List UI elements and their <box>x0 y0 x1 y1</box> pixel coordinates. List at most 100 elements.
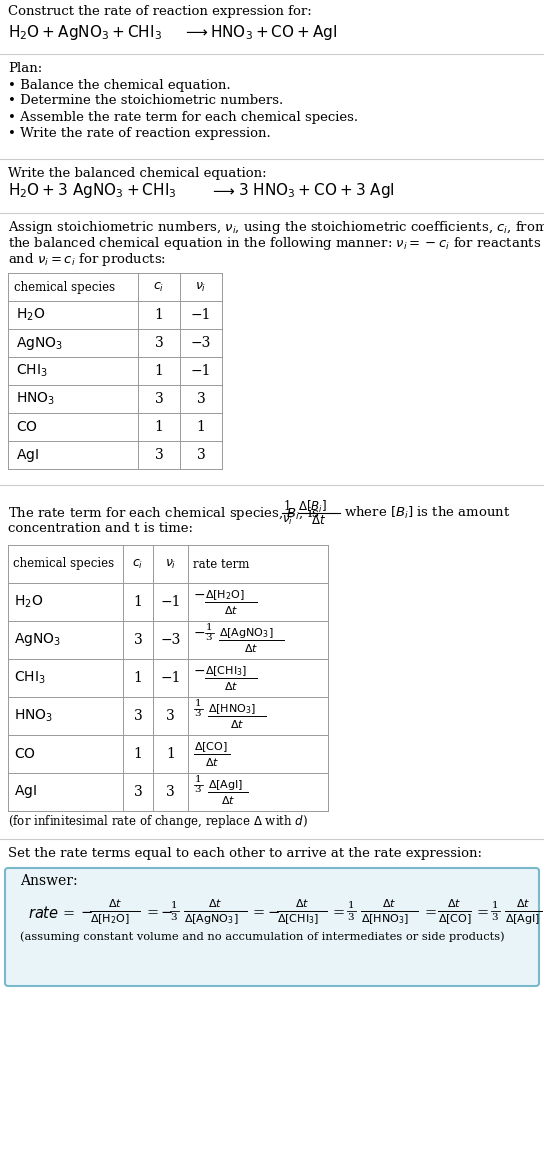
Text: $\mathit{rate}$ =: $\mathit{rate}$ = <box>28 905 77 921</box>
Text: (assuming constant volume and no accumulation of intermediates or side products): (assuming constant volume and no accumul… <box>20 931 505 942</box>
Text: $\mathrm{CO}$: $\mathrm{CO}$ <box>16 420 38 434</box>
Text: $\mathrm{AgI}$: $\mathrm{AgI}$ <box>14 783 37 800</box>
Text: chemical species: chemical species <box>13 558 114 571</box>
Text: $\Delta t$: $\Delta t$ <box>108 897 122 909</box>
Text: −: − <box>194 588 206 602</box>
Text: 1: 1 <box>134 670 143 686</box>
Text: 3: 3 <box>154 448 163 462</box>
Text: chemical species: chemical species <box>14 281 115 293</box>
Text: 3: 3 <box>348 913 354 921</box>
Text: 1: 1 <box>134 595 143 609</box>
Text: 1: 1 <box>196 420 206 434</box>
Text: 3: 3 <box>166 785 175 799</box>
Text: $\Delta t$: $\Delta t$ <box>447 897 462 909</box>
Text: 1: 1 <box>206 624 212 632</box>
Text: • Assemble the rate term for each chemical species.: • Assemble the rate term for each chemic… <box>8 110 358 123</box>
Text: and $\nu_i = c_i$ for products:: and $\nu_i = c_i$ for products: <box>8 251 166 268</box>
Text: • Balance the chemical equation.: • Balance the chemical equation. <box>8 79 231 92</box>
Text: Write the balanced chemical equation:: Write the balanced chemical equation: <box>8 167 267 180</box>
Text: 1: 1 <box>492 900 498 909</box>
Text: $\longrightarrow$: $\longrightarrow$ <box>210 183 236 198</box>
Text: concentration and t is time:: concentration and t is time: <box>8 522 193 536</box>
Text: −1: −1 <box>191 309 211 322</box>
Text: $\mathregular{H_2O + AgNO_3 + CHI_3}$: $\mathregular{H_2O + AgNO_3 + CHI_3}$ <box>8 22 162 42</box>
Text: the balanced chemical equation in the following manner: $\nu_i = -c_i$ for react: the balanced chemical equation in the fo… <box>8 234 541 252</box>
Text: =: = <box>146 906 158 920</box>
Text: $\Delta t$: $\Delta t$ <box>244 641 258 654</box>
Text: $\longrightarrow$: $\longrightarrow$ <box>183 24 209 39</box>
Text: 3: 3 <box>196 448 206 462</box>
Text: −: − <box>80 906 92 920</box>
Text: $\nu_i$: $\nu_i$ <box>282 514 293 527</box>
Text: $\mathrm{AgI}$: $\mathrm{AgI}$ <box>16 447 39 464</box>
Text: $\Delta t$: $\Delta t$ <box>516 897 530 909</box>
Text: $\Delta[\mathrm{AgI}]$: $\Delta[\mathrm{AgI}]$ <box>505 912 540 926</box>
Text: 3: 3 <box>154 392 163 406</box>
Text: 1: 1 <box>154 420 163 434</box>
Text: $\Delta t$: $\Delta t$ <box>208 897 222 909</box>
Text: $\nu_i$: $\nu_i$ <box>165 558 176 571</box>
Text: 3: 3 <box>166 709 175 723</box>
Text: 1: 1 <box>154 309 163 322</box>
Text: 3: 3 <box>195 710 201 718</box>
Text: $\mathrm{CHI_3}$: $\mathrm{CHI_3}$ <box>14 669 46 687</box>
Text: The rate term for each chemical species, $B_i$, is: The rate term for each chemical species,… <box>8 505 320 522</box>
Text: 1: 1 <box>195 699 201 709</box>
Text: 3: 3 <box>134 709 143 723</box>
Text: 1: 1 <box>283 500 290 514</box>
Text: $\mathrm{AgNO_3}$: $\mathrm{AgNO_3}$ <box>14 631 61 648</box>
Text: −1: −1 <box>191 364 211 378</box>
Text: $c_i$: $c_i$ <box>132 558 144 571</box>
Text: =: = <box>253 906 265 920</box>
Text: $\Delta t$: $\Delta t$ <box>205 756 219 768</box>
Text: =: = <box>424 906 436 920</box>
Text: 1: 1 <box>154 364 163 378</box>
Text: $\Delta t$: $\Delta t$ <box>382 897 397 909</box>
Text: $\mathrm{HNO_3}$: $\mathrm{HNO_3}$ <box>16 391 55 407</box>
FancyBboxPatch shape <box>5 868 539 986</box>
Text: 3: 3 <box>134 633 143 647</box>
Text: $\Delta[\mathrm{CHI_3}]$: $\Delta[\mathrm{CHI_3}]$ <box>205 664 247 677</box>
Text: $\mathregular{3\ HNO_3 + CO + 3\ AgI}$: $\mathregular{3\ HNO_3 + CO + 3\ AgI}$ <box>238 181 395 201</box>
Text: $\mathrm{CO}$: $\mathrm{CO}$ <box>14 747 36 761</box>
Text: where $[B_i]$ is the amount: where $[B_i]$ is the amount <box>344 505 510 521</box>
Text: rate term: rate term <box>193 558 249 571</box>
Text: $\Delta t$: $\Delta t$ <box>295 897 309 909</box>
Text: =: = <box>477 906 489 920</box>
Text: $\Delta[\mathrm{H_2O}]$: $\Delta[\mathrm{H_2O}]$ <box>205 588 245 602</box>
Text: 1: 1 <box>195 776 201 784</box>
Text: $\Delta[\mathrm{AgNO_3}]$: $\Delta[\mathrm{AgNO_3}]$ <box>184 912 238 926</box>
Text: $\mathrm{AgNO_3}$: $\mathrm{AgNO_3}$ <box>16 334 63 351</box>
Text: Assign stoichiometric numbers, $\nu_i$, using the stoichiometric coefficients, $: Assign stoichiometric numbers, $\nu_i$, … <box>8 218 544 235</box>
Text: $\Delta[\mathrm{AgI}]$: $\Delta[\mathrm{AgI}]$ <box>208 778 243 792</box>
Text: $c_i$: $c_i$ <box>153 281 165 293</box>
Text: 3: 3 <box>206 633 212 643</box>
Text: −: − <box>267 906 279 920</box>
Text: 1: 1 <box>134 747 143 761</box>
Text: 3: 3 <box>196 392 206 406</box>
Text: Construct the rate of reaction expression for:: Construct the rate of reaction expressio… <box>8 6 312 19</box>
Text: $\Delta[\mathrm{HNO_3}]$: $\Delta[\mathrm{HNO_3}]$ <box>208 702 256 716</box>
Text: $\nu_i$: $\nu_i$ <box>195 281 207 293</box>
Text: (for infinitesimal rate of change, replace $\Delta$ with $d$): (for infinitesimal rate of change, repla… <box>8 812 308 829</box>
Text: $\mathrm{CHI_3}$: $\mathrm{CHI_3}$ <box>16 363 48 379</box>
Text: $\mathregular{H_2O + 3\ AgNO_3 + CHI_3}$: $\mathregular{H_2O + 3\ AgNO_3 + CHI_3}$ <box>8 181 177 201</box>
Text: $\Delta[\mathrm{CHI_3}]$: $\Delta[\mathrm{CHI_3}]$ <box>277 912 319 926</box>
Text: $\Delta t$: $\Delta t$ <box>312 514 326 527</box>
Text: $\mathrm{HNO_3}$: $\mathrm{HNO_3}$ <box>14 708 53 724</box>
Text: 1: 1 <box>348 900 354 909</box>
Text: $\mathrm{H_2O}$: $\mathrm{H_2O}$ <box>16 306 45 324</box>
Text: −: − <box>194 664 206 677</box>
Text: 1: 1 <box>171 900 177 909</box>
Text: Plan:: Plan: <box>8 61 42 74</box>
Text: 3: 3 <box>134 785 143 799</box>
Text: $\Delta t$: $\Delta t$ <box>224 680 238 693</box>
Text: $\Delta t$: $\Delta t$ <box>221 793 235 806</box>
Text: −3: −3 <box>160 633 181 647</box>
Text: • Write the rate of reaction expression.: • Write the rate of reaction expression. <box>8 126 271 139</box>
Text: 3: 3 <box>154 336 163 350</box>
Text: 3: 3 <box>171 913 177 921</box>
Text: 3: 3 <box>195 785 201 795</box>
Text: Answer:: Answer: <box>20 873 78 889</box>
Text: −: − <box>194 626 206 640</box>
